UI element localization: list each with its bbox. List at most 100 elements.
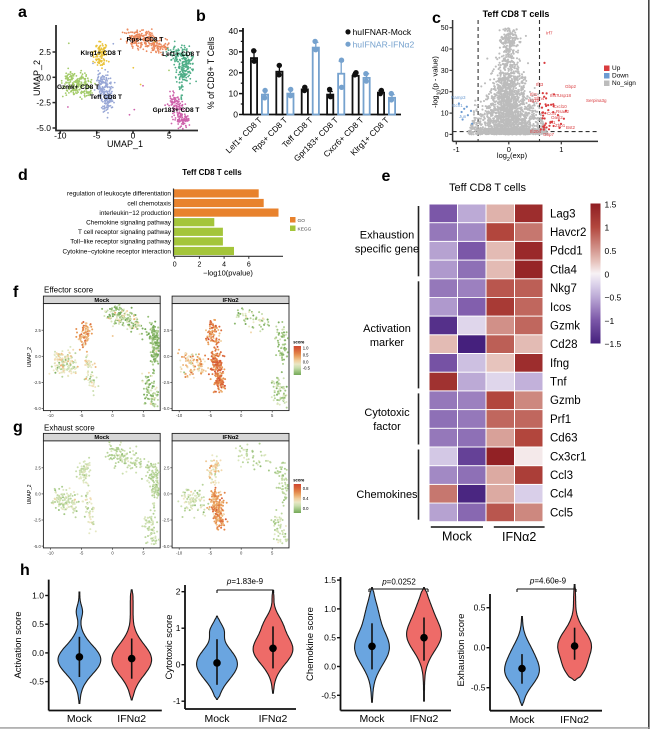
svg-text:-5.0: -5.0 <box>34 406 42 411</box>
svg-text:Teff CD8 T cells: Teff CD8 T cells <box>182 168 242 177</box>
svg-text:30: 30 <box>441 68 449 75</box>
svg-text:Gbp7: Gbp7 <box>543 132 555 137</box>
svg-text:Exhaustion: Exhaustion <box>360 229 414 241</box>
svg-text:-2.5: -2.5 <box>34 380 42 385</box>
svg-text:Lef1+ CD8 T: Lef1+ CD8 T <box>162 51 200 58</box>
svg-text:Teff CD8 T cells: Teff CD8 T cells <box>483 9 550 19</box>
svg-text:−1.5: −1.5 <box>605 339 622 349</box>
svg-text:-5: -5 <box>93 131 101 141</box>
svg-text:huIFNAR-Mock: huIFNAR-Mock <box>353 27 412 37</box>
svg-text:Mock: Mock <box>94 298 110 304</box>
svg-text:Ccl3: Ccl3 <box>550 470 573 482</box>
svg-text:regulation of leukocyte differ: regulation of leukocyte differentiation <box>67 191 171 198</box>
svg-text:marker: marker <box>370 337 405 349</box>
svg-text:Usp18: Usp18 <box>558 93 572 98</box>
svg-text:Havcr2: Havcr2 <box>550 227 586 239</box>
svg-text:6: 6 <box>247 261 251 268</box>
svg-text:huIFNAR-IFNα2: huIFNAR-IFNα2 <box>353 39 415 49</box>
svg-text:Cd63: Cd63 <box>550 433 578 445</box>
svg-text:0.5: 0.5 <box>605 246 617 256</box>
svg-text:Isg15: Isg15 <box>528 98 540 103</box>
svg-text:Serpina3g: Serpina3g <box>586 98 607 103</box>
svg-text:-10: -10 <box>54 131 67 141</box>
svg-text:Ctla4: Ctla4 <box>550 264 577 276</box>
svg-text:0.0: 0.0 <box>35 354 41 359</box>
svg-text:−1: −1 <box>605 316 615 326</box>
svg-text:Irf7: Irf7 <box>546 31 553 36</box>
svg-text:Gch1: Gch1 <box>452 103 463 108</box>
svg-text:30: 30 <box>229 47 239 57</box>
svg-text:2.5: 2.5 <box>39 47 51 57</box>
svg-text:Ifng: Ifng <box>550 358 569 370</box>
svg-text:factor: factor <box>373 421 401 433</box>
svg-text:No_sign: No_sign <box>612 80 636 87</box>
svg-text:10: 10 <box>441 111 449 118</box>
svg-text:-5: -5 <box>208 413 212 418</box>
svg-text:Gzmb: Gzmb <box>550 395 581 407</box>
svg-text:0: 0 <box>507 145 511 154</box>
svg-text:Zbp1: Zbp1 <box>555 123 566 128</box>
svg-text:Prf1: Prf1 <box>550 414 571 426</box>
svg-text:Cd28: Cd28 <box>550 339 578 351</box>
svg-text:Chemokine signaling pathway: Chemokine signaling pathway <box>86 220 172 227</box>
svg-text:specific gene: specific gene <box>355 243 419 255</box>
svg-text:Gbp2: Gbp2 <box>565 84 577 89</box>
svg-text:4: 4 <box>222 261 226 268</box>
svg-text:cell chemotaxis: cell chemotaxis <box>127 200 171 207</box>
svg-text:Ccl4: Ccl4 <box>550 489 574 501</box>
svg-text:0.0: 0.0 <box>39 72 51 82</box>
svg-text:UMAP_2: UMAP_2 <box>27 347 33 367</box>
svg-text:UMAP_2: UMAP_2 <box>32 60 42 96</box>
svg-text:Bst2: Bst2 <box>566 125 576 130</box>
svg-text:Jun: Jun <box>459 114 467 119</box>
svg-text:Ifit3: Ifit3 <box>536 82 544 87</box>
svg-text:T cell receptor signaling path: T cell receptor signaling pathway <box>78 229 172 236</box>
svg-text:Icos: Icos <box>550 302 571 314</box>
svg-text:0: 0 <box>173 261 177 268</box>
svg-text:c: c <box>432 10 441 27</box>
svg-text:40: 40 <box>441 47 449 54</box>
svg-text:Rps+ CD8 T: Rps+ CD8 T <box>127 37 164 44</box>
svg-text:1.5: 1.5 <box>605 200 617 210</box>
svg-text:Ccl5: Ccl5 <box>550 507 573 519</box>
svg-text:50: 50 <box>441 25 449 32</box>
svg-text:Nkg7: Nkg7 <box>550 283 577 295</box>
svg-text:Mock: Mock <box>442 530 473 544</box>
svg-text:b: b <box>196 8 206 25</box>
svg-text:Up: Up <box>612 65 621 72</box>
svg-text:Activation: Activation <box>363 323 411 335</box>
svg-text:0: 0 <box>605 270 610 280</box>
svg-text:e: e <box>382 168 391 185</box>
svg-text:1: 1 <box>559 145 563 154</box>
svg-text:-5.0: -5.0 <box>36 123 51 133</box>
svg-text:5: 5 <box>167 131 172 141</box>
svg-text:0: 0 <box>445 132 449 139</box>
svg-text:-5.0: -5.0 <box>162 406 170 411</box>
svg-text:Down: Down <box>612 73 629 80</box>
svg-text:Klrg1+ CD8 T: Klrg1+ CD8 T <box>81 50 122 57</box>
svg-text:Ramp3: Ramp3 <box>451 95 466 100</box>
svg-text:20: 20 <box>229 68 239 78</box>
svg-text:10: 10 <box>229 89 239 99</box>
svg-text:−0.5: −0.5 <box>605 293 622 303</box>
svg-text:Cytokine−cytokine receptor int: Cytokine−cytokine receptor interaction <box>62 248 171 255</box>
svg-text:Rsad2: Rsad2 <box>556 109 570 114</box>
svg-text:interleukin−12 production: interleukin−12 production <box>99 210 171 217</box>
svg-text:2: 2 <box>197 261 201 268</box>
svg-text:Pdcd1: Pdcd1 <box>550 246 583 258</box>
svg-text:0.0: 0.0 <box>164 354 170 359</box>
svg-text:−log10(pvalue): −log10(pvalue) <box>203 268 253 277</box>
svg-text:-10: -10 <box>176 413 183 418</box>
svg-text:Ifi204: Ifi204 <box>530 129 542 134</box>
svg-text:40: 40 <box>229 26 239 36</box>
svg-text:2.5: 2.5 <box>164 328 170 333</box>
svg-text:1: 1 <box>605 223 610 233</box>
svg-text:Gzmk: Gzmk <box>550 321 580 333</box>
svg-text:Cx3cr1: Cx3cr1 <box>550 451 586 463</box>
svg-text:Teff CD8 T cells: Teff CD8 T cells <box>449 182 527 194</box>
svg-text:Tnf: Tnf <box>550 377 567 389</box>
svg-text:IFNα2: IFNα2 <box>223 298 239 304</box>
svg-text:IFNα2: IFNα2 <box>502 530 536 544</box>
svg-text:a: a <box>18 4 27 21</box>
svg-text:-2.5: -2.5 <box>36 98 51 108</box>
